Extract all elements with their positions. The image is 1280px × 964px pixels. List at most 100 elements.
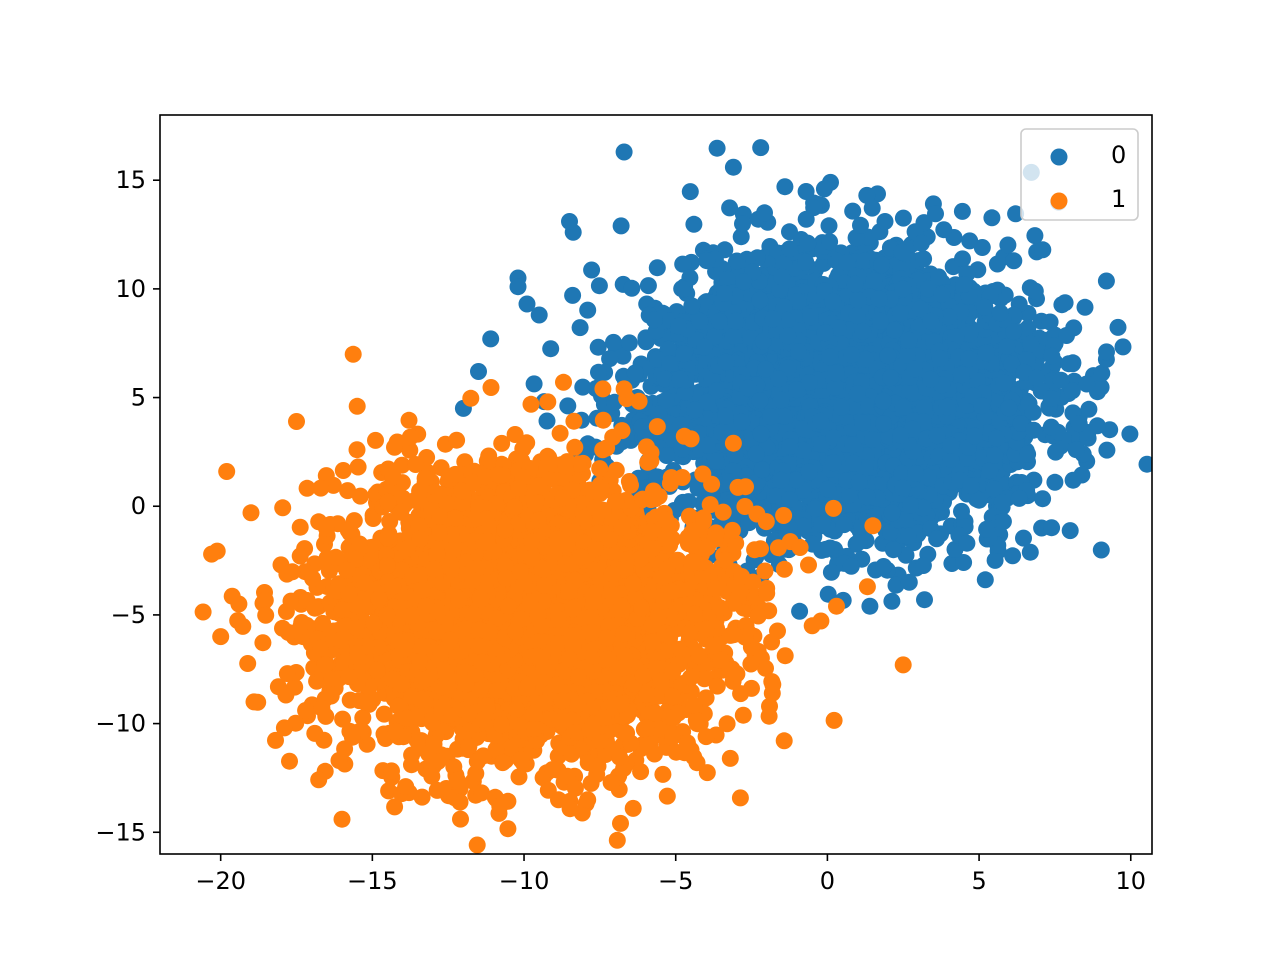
- scatter-point: [894, 209, 912, 227]
- scatter-point: [883, 504, 901, 522]
- scatter-point: [1021, 543, 1039, 561]
- scatter-point: [812, 412, 830, 430]
- scatter-point: [696, 338, 714, 356]
- scatter-point: [891, 304, 909, 322]
- scatter-point: [779, 327, 797, 345]
- scatter-point: [716, 284, 733, 302]
- scatter-point: [995, 374, 1013, 392]
- scatter-point: [872, 312, 889, 330]
- scatter-point: [583, 261, 601, 279]
- scatter-point: [884, 541, 902, 559]
- scatter-point: [883, 592, 901, 610]
- scatter-point: [938, 398, 956, 416]
- scatter-point: [747, 445, 765, 463]
- scatter-point: [819, 585, 837, 603]
- scatter-point: [954, 250, 971, 268]
- scatter-point: [893, 243, 911, 261]
- scatter-point: [813, 515, 831, 533]
- scatter-point: [728, 252, 746, 270]
- scatter-point: [559, 397, 577, 415]
- scatter-point: [858, 488, 876, 506]
- scatter-point: [894, 280, 912, 298]
- scatter-point: [838, 254, 856, 271]
- scatter-point: [1060, 355, 1078, 373]
- scatter-point: [802, 308, 819, 326]
- scatter-point: [849, 291, 867, 309]
- scatter-point: [976, 298, 994, 316]
- scatter-point: [614, 347, 632, 365]
- scatter-point: [886, 321, 903, 339]
- scatter-point: [1034, 490, 1052, 508]
- scatter-point: [933, 285, 951, 303]
- scatter-point: [827, 364, 845, 382]
- scatter-point: [791, 602, 809, 620]
- scatter-point: [683, 297, 701, 315]
- scatter-point: [915, 250, 933, 268]
- scatter-point: [1092, 541, 1110, 559]
- scatter-point: [986, 551, 1004, 569]
- scatter-point: [854, 414, 871, 432]
- scatter-point: [970, 491, 988, 509]
- scatter-point: [525, 375, 543, 393]
- scatter-point: [977, 344, 995, 362]
- scatter-point: [542, 340, 560, 358]
- scatter-point: [721, 199, 739, 217]
- scatter-point: [928, 427, 946, 445]
- scatter-point: [824, 293, 842, 310]
- scatter-point: [816, 324, 834, 342]
- scatter-point: [1061, 522, 1079, 540]
- scatter-point: [902, 496, 919, 514]
- scatter-point: [605, 333, 622, 351]
- scatter-point: [724, 327, 742, 345]
- scatter-point: [821, 348, 839, 366]
- scatter-point: [952, 366, 970, 384]
- scatter-point: [842, 557, 860, 575]
- scatter-point: [698, 252, 716, 270]
- scatter-point: [873, 256, 891, 274]
- scatter-point: [973, 397, 991, 415]
- scatter-point: [844, 436, 862, 454]
- scatter-point: [772, 471, 790, 489]
- scatter-point: [781, 438, 799, 455]
- scatter-point: [645, 311, 663, 329]
- scatter-point: [1056, 294, 1074, 312]
- scatter-point: [799, 234, 817, 252]
- scatter-point: [781, 240, 799, 258]
- scatter-point: [1121, 425, 1139, 443]
- points-layer: [194, 139, 1152, 854]
- scatter-point: [574, 378, 592, 396]
- scatter-point: [1114, 338, 1132, 356]
- scatter-point: [735, 273, 753, 291]
- scatter-point: [875, 558, 893, 575]
- scatter-point: [907, 465, 925, 482]
- scatter-point: [675, 345, 693, 363]
- scatter-point: [764, 310, 782, 328]
- scatter-point: [850, 473, 868, 491]
- scatter-point: [1047, 443, 1065, 461]
- scatter-point: [797, 183, 815, 200]
- scatter-point: [1058, 327, 1075, 344]
- scatter-point: [1000, 399, 1018, 417]
- scatter-point: [1015, 529, 1032, 547]
- scatter-point: [922, 312, 940, 330]
- scatter-point: [781, 491, 799, 508]
- scatter-point: [819, 480, 837, 498]
- scatter-point: [981, 462, 999, 480]
- scatter-point: [850, 533, 868, 551]
- scatter-point: [966, 427, 983, 445]
- scatter-point: [751, 291, 769, 309]
- scatter-point: [942, 436, 960, 454]
- scatter-point: [978, 520, 996, 538]
- scatter-point: [518, 295, 536, 313]
- scatter-point: [976, 571, 994, 589]
- scatter-point: [906, 360, 923, 378]
- scatter-point: [1042, 418, 1060, 436]
- scatter-point: [894, 479, 912, 497]
- scatter-point: [698, 436, 716, 454]
- scatter-point: [773, 268, 791, 286]
- scatter-point: [988, 429, 1006, 447]
- scatter-point: [639, 277, 657, 295]
- scatter-point: [753, 461, 771, 479]
- scatter-point: [953, 502, 970, 520]
